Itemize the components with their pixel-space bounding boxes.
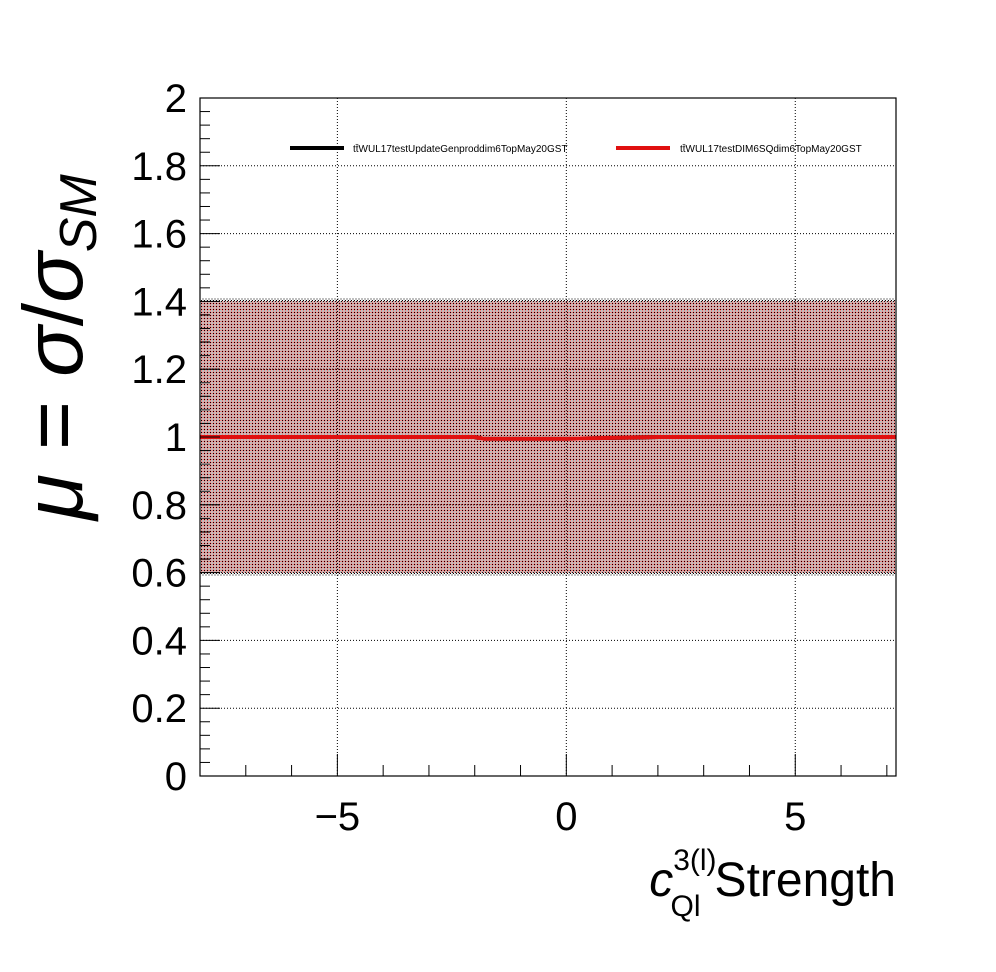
y-tick-label: 2 xyxy=(165,77,187,121)
y-tick-label: 1.8 xyxy=(131,145,187,189)
x-tick-label: −5 xyxy=(315,795,361,839)
x-axis-symbol: c xyxy=(649,854,673,907)
x-axis-subscript: Ql xyxy=(671,890,701,923)
series-lines xyxy=(200,435,896,441)
y-tick-label: 1 xyxy=(165,416,187,460)
y-axis-sm-subscript: SM xyxy=(50,174,108,253)
y-axis-mu: μ xyxy=(6,474,100,522)
x-tick-label: 5 xyxy=(784,795,806,839)
y-axis-title: μ=σ/σSM xyxy=(6,174,108,522)
legend-label-1: tt̄WUL17testUpdateGenproddim6TopMay20GST xyxy=(353,143,568,155)
y-tick-label: 0.2 xyxy=(131,687,187,731)
x-tick-labels: −5 0 5 xyxy=(315,795,807,839)
y-tick-label: 0.6 xyxy=(131,552,187,596)
y-tick-label: 1.4 xyxy=(131,280,187,324)
x-axis-text: Strength xyxy=(715,854,896,907)
y-tick-label: 1.6 xyxy=(131,213,187,257)
x-axis-title: c3(l) Ql Strength xyxy=(649,844,896,923)
x-tick-label: 0 xyxy=(555,795,577,839)
legend-label-2: tt̄WUL17testDIM6SQdim6TopMay20GST xyxy=(680,143,862,155)
y-axis-equals: = xyxy=(6,401,100,450)
axis-ticks xyxy=(199,97,888,777)
legend: tt̄WUL17testUpdateGenproddim6TopMay20GST… xyxy=(290,143,862,155)
y-tick-label: 1.2 xyxy=(131,348,187,392)
y-tick-label: 0 xyxy=(165,755,187,799)
y-tick-labels: 0 0.2 0.4 0.6 0.8 1 1.2 1.4 1.6 1.8 2 xyxy=(131,77,187,799)
x-axis-superscript: 3(l) xyxy=(673,844,716,877)
y-axis-sigma: σ xyxy=(6,323,100,377)
y-tick-label: 0.8 xyxy=(131,484,187,528)
y-axis-slash: / xyxy=(6,302,100,326)
y-axis-sigma-sm: σ xyxy=(6,249,100,303)
y-tick-label: 0.4 xyxy=(131,619,187,663)
series-line-2 xyxy=(200,435,896,441)
